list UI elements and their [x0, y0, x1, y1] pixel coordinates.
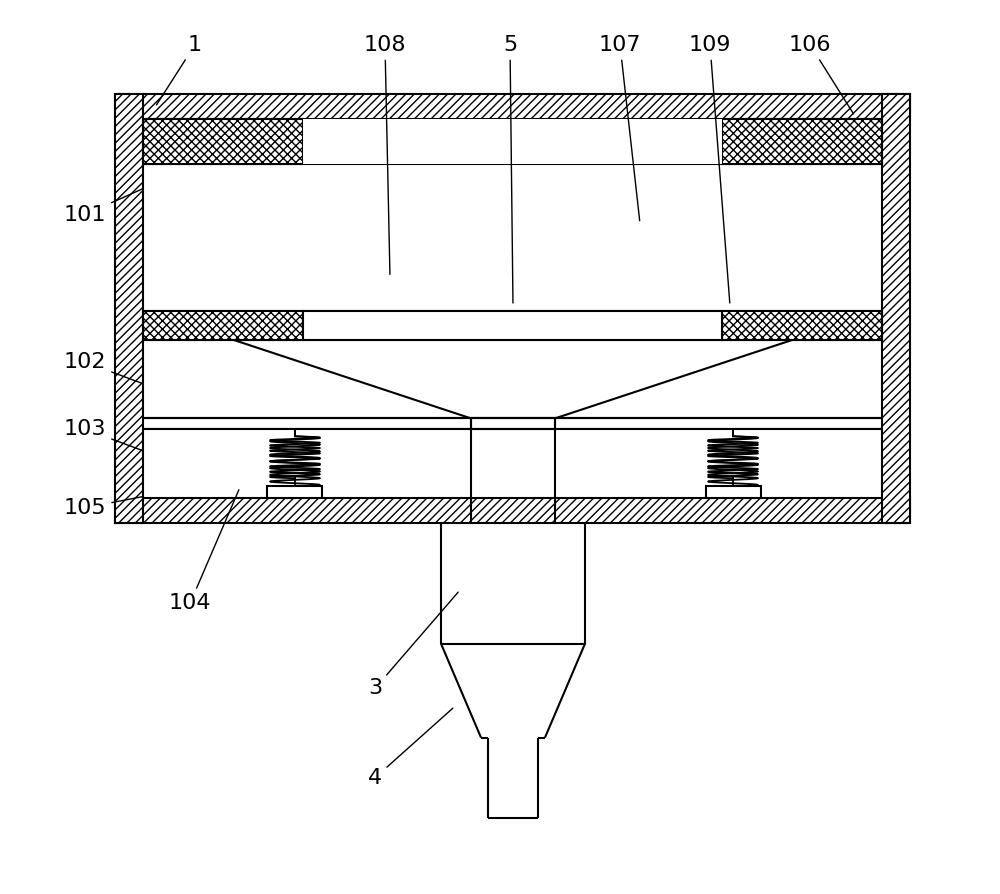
Text: 103: 103 — [64, 419, 142, 451]
Text: 108: 108 — [364, 35, 406, 274]
Bar — [471, 418, 555, 429]
Text: 104: 104 — [169, 490, 239, 613]
Text: 101: 101 — [64, 189, 142, 224]
Text: 106: 106 — [789, 35, 854, 114]
Bar — [115, 94, 910, 119]
Text: 109: 109 — [689, 35, 731, 303]
Text: 1: 1 — [156, 35, 202, 105]
Text: 102: 102 — [64, 352, 142, 384]
Bar — [267, 486, 322, 498]
Text: 105: 105 — [64, 497, 142, 518]
Bar — [143, 311, 303, 340]
Text: 107: 107 — [599, 35, 641, 221]
Bar — [115, 498, 910, 523]
Bar — [143, 119, 303, 164]
Bar — [722, 119, 882, 164]
Bar — [882, 94, 910, 523]
Text: 3: 3 — [368, 592, 458, 698]
Bar — [706, 486, 761, 498]
Text: 5: 5 — [503, 35, 517, 303]
Bar — [303, 311, 722, 340]
Bar — [115, 94, 143, 523]
Bar — [722, 311, 882, 340]
Bar — [303, 119, 722, 164]
Bar — [143, 429, 882, 498]
Text: 4: 4 — [368, 708, 453, 788]
